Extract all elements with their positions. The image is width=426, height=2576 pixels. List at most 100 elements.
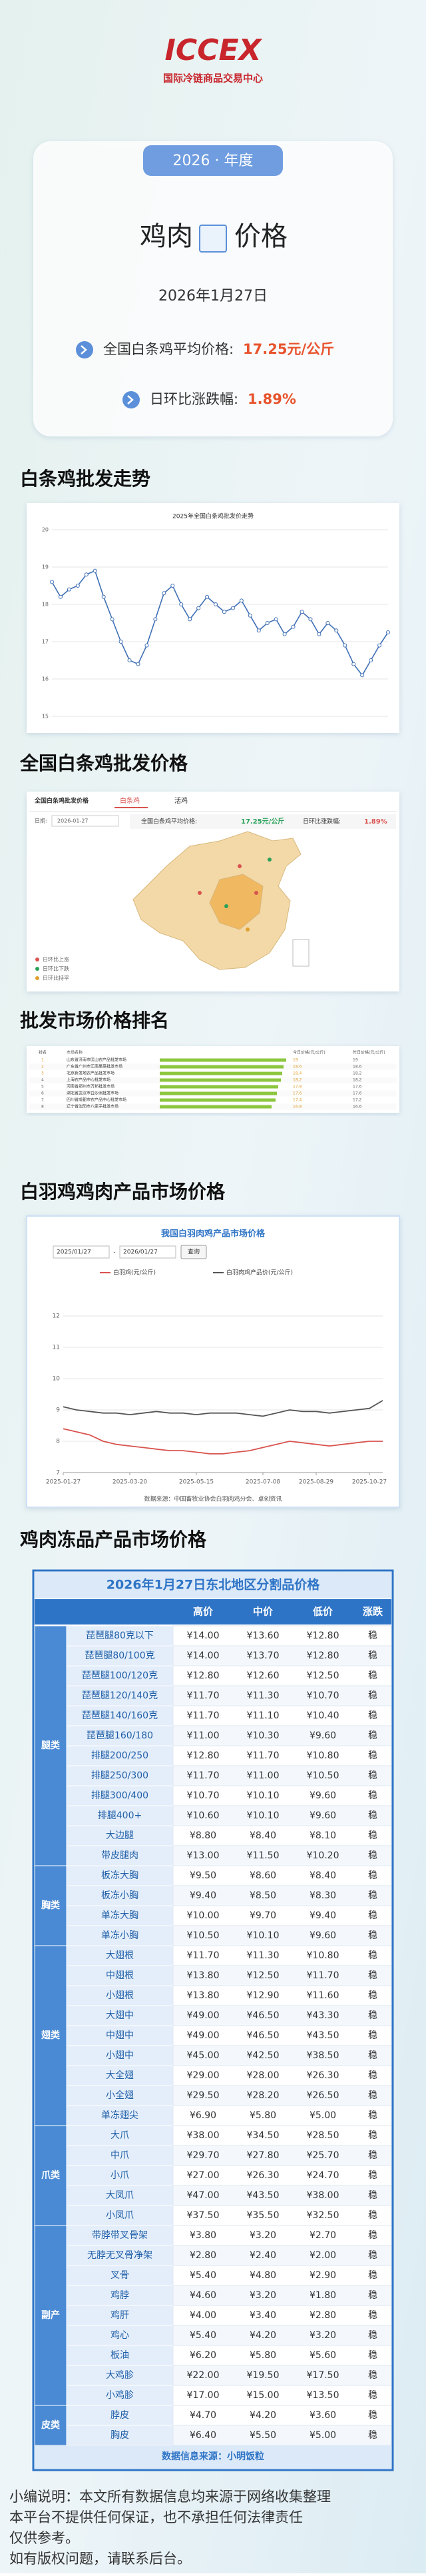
- price-cell: ¥28.00: [247, 2070, 280, 2081]
- query-button-label: 查询: [188, 1248, 200, 1256]
- legend-label: 日环比上涨: [43, 956, 69, 963]
- price-cell: ¥14.00: [187, 1630, 220, 1641]
- data-point: [75, 584, 80, 588]
- price-cell: ¥24.70: [307, 2170, 339, 2181]
- y-tick-label: 19: [42, 564, 49, 570]
- price-cell: ¥2.00: [310, 2250, 336, 2261]
- value-row: [172, 1825, 392, 1846]
- date-input[interactable]: [119, 1245, 176, 1259]
- data-point: [162, 591, 166, 596]
- price-cell: 稳: [368, 1730, 377, 1741]
- date-input[interactable]: [51, 815, 119, 827]
- price-cell: ¥10.70: [307, 1690, 339, 1701]
- price-cell: ¥29.50: [187, 2090, 220, 2101]
- tab[interactable]: 活鸡: [174, 796, 188, 805]
- value-row: [172, 1785, 392, 1806]
- value-row: [172, 1965, 392, 1986]
- data-point: [127, 658, 132, 662]
- price-cell: ¥49.00: [187, 2030, 220, 2041]
- x-tick-label: 2025-01-27: [46, 1479, 81, 1486]
- data-point: [110, 617, 114, 622]
- name-cell: [66, 1945, 174, 1966]
- price-cell: 稳: [368, 2150, 377, 2161]
- price-cell: ¥9.70: [250, 1910, 276, 1921]
- price-cell: ¥10.40: [307, 1710, 339, 1721]
- price-cell: ¥17.50: [307, 2370, 339, 2381]
- price-cell: ¥9.40: [310, 1910, 336, 1921]
- name-cell: [66, 1745, 174, 1766]
- logo-text: ICCEX: [165, 33, 263, 67]
- price-cell: ¥46.50: [247, 2030, 280, 2041]
- price-cell: ¥5.80: [250, 2350, 276, 2361]
- change-value: 1.89%: [364, 818, 387, 826]
- price-cell: 稳: [368, 2190, 377, 2201]
- footer-line: 本平台不提供任何保证，也不承担任何法律责任: [9, 2509, 303, 2525]
- price-bar: [160, 1078, 281, 1082]
- product-name: 单冻大胸: [101, 1910, 138, 1921]
- price-cell: ¥25.70: [307, 2150, 339, 2161]
- product-name: 大翅中: [106, 2010, 134, 2021]
- map-marker: [238, 864, 242, 868]
- price-cell: 稳: [368, 1650, 377, 1661]
- group-label: 胸类: [41, 1900, 61, 1911]
- product-name: 大爪: [110, 2130, 129, 2141]
- value-row: [172, 1645, 392, 1666]
- data-point: [239, 598, 244, 603]
- product-name: 琵琶腿160/180: [87, 1730, 153, 1741]
- price-cell: ¥1.80: [310, 2290, 336, 2301]
- item-label: 日环比涨跌幅:: [150, 391, 238, 407]
- series-line: [51, 570, 389, 676]
- product-name: 琵琶腿140/160克: [82, 1710, 158, 1721]
- price-cell: ¥4.00: [190, 2310, 216, 2321]
- date-input[interactable]: [53, 1245, 110, 1259]
- value-row: [172, 1805, 392, 1826]
- y-tick-label: 9: [56, 1407, 60, 1414]
- name-cell: [66, 1845, 174, 1866]
- price-cell: 稳: [368, 1630, 377, 1641]
- x-tick-label: 2025-10-27: [352, 1479, 387, 1486]
- data-point: [256, 628, 261, 633]
- price-cell: ¥27.80: [247, 2150, 280, 2161]
- price-cell: ¥35.50: [247, 2210, 280, 2221]
- column-header: 市场名称: [67, 1050, 83, 1055]
- price-cell: ¥5.50: [250, 2430, 276, 2441]
- price-cell: ¥14.00: [187, 1650, 220, 1661]
- query-button[interactable]: [180, 1245, 207, 1259]
- tab[interactable]: 白条鸡: [120, 796, 140, 805]
- map-marker: [254, 891, 258, 895]
- price-bar: [160, 1098, 276, 1102]
- group-label: 皮类: [41, 2419, 61, 2431]
- data-point: [308, 617, 313, 622]
- map-panel-content: 全国白条鸡批发价格 白条鸡 活鸡 日期: 2026-01-27 全国白条鸡平均价…: [29, 796, 397, 981]
- value-row: [172, 2025, 392, 2046]
- footer-line: 如有版权问题，请联系后台。: [9, 2551, 191, 2567]
- price-cell: ¥47.00: [187, 2190, 220, 2201]
- data-point: [369, 658, 373, 662]
- map-marker: [268, 858, 272, 862]
- price-cell: ¥10.00: [187, 1910, 220, 1921]
- price-cell: ¥3.80: [190, 2230, 216, 2241]
- footer-line: 小编说明：本文所有数据信息均来源于网络收集整理: [9, 2489, 331, 2505]
- price-cell: 稳: [368, 1810, 377, 1821]
- price-cell: ¥11.30: [247, 1950, 280, 1961]
- name-cell: [66, 2285, 174, 2306]
- value-row: [172, 1925, 392, 1946]
- legend-label: 日环比下跌: [43, 966, 69, 972]
- data-point: [118, 640, 123, 644]
- map-region: [209, 874, 264, 930]
- generated-content: 15 16 17 18 19 20 排名 市场名称 今日价格(元/公斤) 昨日价格(元/公斤) 1 山…: [9, 527, 397, 2567]
- price-cell: ¥11.70: [247, 1750, 280, 1761]
- data-point: [136, 662, 140, 666]
- product-name: 胸皮: [110, 2430, 129, 2441]
- rank: 8: [41, 1105, 44, 1109]
- product-name: 排腿300/400: [91, 1790, 148, 1801]
- price-cell: ¥11.00: [247, 1770, 280, 1781]
- product-name: 带脖带叉骨架: [92, 2230, 148, 2241]
- product-name: 小凤爪: [106, 2210, 134, 2221]
- price-cell: 稳: [368, 2170, 377, 2181]
- price-cell: 稳: [368, 2330, 377, 2341]
- group-label: 翅类: [41, 2030, 61, 2041]
